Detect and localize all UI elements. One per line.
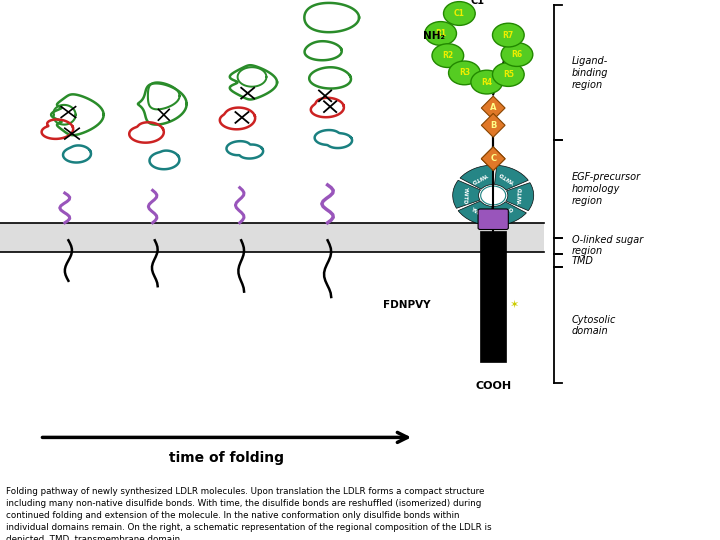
Circle shape [501,43,533,66]
Text: depicted. TMD, transmembrane domain.: depicted. TMD, transmembrane domain. [6,535,182,540]
Wedge shape [460,165,493,189]
Text: O-linked sugar
region: O-linked sugar region [572,235,643,256]
Text: FDNPVY: FDNPVY [383,300,431,310]
Polygon shape [482,147,505,171]
Text: R2: R2 [442,51,454,60]
Circle shape [471,70,503,94]
Text: C1: C1 [454,9,465,18]
Text: R5: R5 [503,70,514,79]
Wedge shape [506,183,534,211]
Wedge shape [458,201,492,226]
Text: YWTD: YWTD [518,187,523,205]
Text: YWTD: YWTD [463,186,469,204]
Polygon shape [482,96,505,120]
Polygon shape [482,113,505,137]
Bar [0,222,544,252]
Circle shape [432,44,464,68]
Text: individual domains remain. On the right, a schematic representation of the regio: individual domains remain. On the right,… [6,523,491,532]
Text: Ligand-
binding
region: Ligand- binding region [572,56,608,90]
Text: YWTD: YWTD [469,206,487,220]
Wedge shape [493,202,526,226]
Text: Folding pathway of newly synthesized LDLR molecules. Upon translation the LDLR f: Folding pathway of newly synthesized LDL… [6,487,484,496]
Wedge shape [495,165,528,190]
Text: Cytosolic
domain: Cytosolic domain [572,315,616,336]
Text: C: C [490,154,496,163]
Bar [480,231,506,362]
Wedge shape [453,180,480,208]
Text: R3: R3 [459,69,470,77]
Circle shape [481,186,505,205]
Text: YWTD: YWTD [497,207,515,220]
Text: A: A [490,104,497,112]
Text: ✶: ✶ [510,300,520,310]
Text: TMD: TMD [572,256,593,266]
Circle shape [492,63,524,86]
Text: R6: R6 [511,50,523,59]
Text: including many non-native disulfide bonds. With time, the disulfide bonds are re: including many non-native disulfide bond… [6,499,481,508]
Circle shape [444,2,475,25]
Text: COOH: COOH [475,381,511,391]
Text: YWTD: YWTD [500,171,517,185]
Text: B: B [490,121,496,130]
Text: C1: C1 [470,0,484,6]
Text: R7: R7 [503,31,514,39]
Polygon shape [482,147,505,171]
Text: C: C [490,154,496,163]
Text: continued folding and extension of the molecule. In the native conformation only: continued folding and extension of the m… [6,511,459,520]
Text: R1: R1 [435,29,446,38]
Text: NH₂: NH₂ [423,31,446,41]
FancyBboxPatch shape [478,209,508,230]
Text: time of folding: time of folding [169,451,284,465]
Text: EGF-precursor
homology
region: EGF-precursor homology region [572,172,641,206]
Text: YWTD: YWTD [472,171,490,184]
Text: R4: R4 [481,78,492,86]
Circle shape [492,23,524,47]
Circle shape [425,22,456,45]
Circle shape [449,61,480,85]
